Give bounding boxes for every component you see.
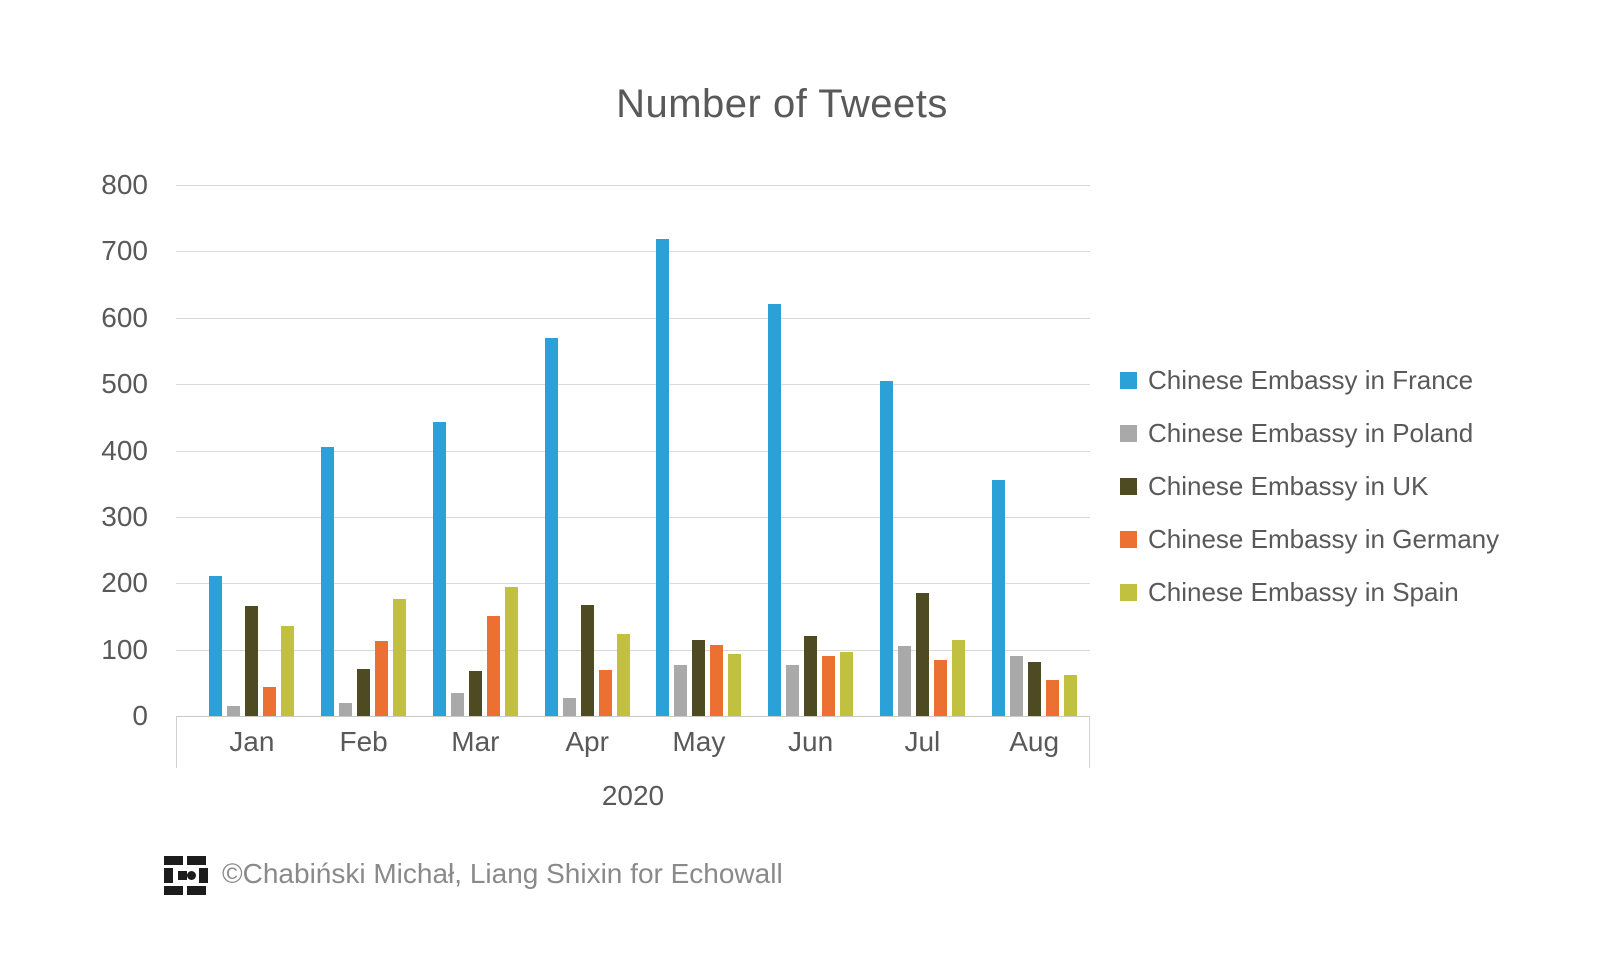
- bars-container: [196, 185, 1090, 716]
- bar: [1045, 680, 1059, 716]
- legend-label: Chinese Embassy in France: [1148, 365, 1474, 395]
- legend-swatch-icon: [1120, 584, 1137, 601]
- bar-group-jul: [867, 185, 979, 716]
- bar: [728, 653, 742, 716]
- legend: Chinese Embassy in France Chinese Embassy…: [1120, 365, 1500, 633]
- legend-swatch-icon: [1120, 372, 1137, 389]
- x-axis-label-aug: Aug: [1009, 726, 1060, 757]
- legend-swatch-icon: [1120, 478, 1137, 495]
- bar: [321, 446, 335, 716]
- bar-group-apr: [531, 185, 643, 716]
- bar: [598, 670, 612, 716]
- bar: [245, 605, 259, 716]
- bar: [951, 639, 965, 716]
- bar: [933, 659, 947, 716]
- bar: [562, 698, 576, 716]
- bar: [840, 652, 854, 716]
- gridline-400: [176, 450, 1090, 452]
- bar-group-jan: [196, 185, 308, 716]
- bar: [393, 599, 407, 716]
- gridline-300: [176, 516, 1090, 518]
- echowall-logo-icon: [164, 856, 208, 895]
- gridline-800: [176, 185, 1090, 186]
- gridline-200: [176, 583, 1090, 585]
- bar-group-aug: [978, 185, 1090, 716]
- gridline-600: [176, 317, 1090, 319]
- legend-item: Chinese Embassy in Spain: [1120, 577, 1499, 607]
- bar: [991, 480, 1005, 716]
- x-axis-label-feb: Feb: [339, 726, 388, 757]
- bar-group-may: [643, 185, 755, 716]
- y-tick-label: 200: [101, 567, 148, 599]
- legend-label: Chinese Embassy in Spain: [1148, 577, 1459, 607]
- bar: [616, 634, 630, 716]
- bar: [450, 692, 464, 716]
- bar: [786, 664, 800, 716]
- y-tick-label: 500: [101, 368, 148, 400]
- bar: [468, 670, 482, 716]
- gridline-500: [176, 384, 1090, 386]
- year-label: 2020: [601, 780, 665, 811]
- x-axis-label-mar: Mar: [451, 726, 500, 757]
- credit-text: ©Chabiński Michał, Liang Shixin for Echo…: [222, 858, 783, 889]
- x-axis-label-jul: Jul: [904, 726, 941, 757]
- y-tick-label: 300: [101, 500, 148, 532]
- bar: [432, 421, 446, 716]
- bar: [692, 640, 706, 716]
- bar-group-feb: [308, 185, 420, 716]
- legend-item: Chinese Embassy in Germany: [1120, 524, 1500, 554]
- bar-group-jun: [755, 185, 867, 716]
- bar: [656, 239, 670, 716]
- bar: [1027, 662, 1041, 716]
- bar: [209, 575, 223, 716]
- x-axis-labels: Jan Feb Mar Apr May Jun Jul Aug: [196, 726, 1090, 758]
- bar: [263, 687, 277, 716]
- y-tick-label: 600: [101, 301, 148, 333]
- bar: [281, 626, 295, 716]
- bar: [339, 703, 353, 716]
- bar: [915, 592, 929, 716]
- legend-item: Chinese Embassy in Poland: [1120, 418, 1499, 448]
- bar: [879, 380, 893, 716]
- bar: [710, 644, 724, 716]
- y-tick-label: 700: [101, 235, 148, 267]
- category-axis-band: [176, 716, 1090, 768]
- legend-item: Chinese Embassy in France: [1120, 365, 1499, 395]
- legend-swatch-icon: [1120, 425, 1137, 442]
- bar: [227, 706, 241, 716]
- y-tick-label: 100: [101, 633, 148, 665]
- bar: [822, 656, 836, 716]
- bar: [486, 616, 500, 716]
- y-tick-label: 800: [101, 169, 148, 200]
- legend-swatch-icon: [1120, 531, 1137, 548]
- bar: [1063, 674, 1077, 716]
- bar: [544, 337, 558, 716]
- bar: [1009, 655, 1023, 716]
- bar: [674, 664, 688, 716]
- x-axis-label-apr: Apr: [565, 726, 609, 757]
- bar: [375, 641, 389, 716]
- bar: [357, 668, 371, 716]
- y-tick-label: 0: [132, 700, 148, 731]
- x-axis-label-may: May: [672, 726, 726, 757]
- bar-group-mar: [420, 185, 532, 716]
- x-axis-label-jan: Jan: [229, 726, 275, 757]
- legend-label: Chinese Embassy in UK: [1148, 471, 1429, 501]
- bar: [768, 303, 782, 716]
- bar: [897, 645, 911, 716]
- gridline-100: [176, 649, 1090, 651]
- gridline-700: [176, 251, 1090, 253]
- y-tick-label: 400: [101, 434, 148, 466]
- x-axis-label-jun: Jun: [788, 726, 834, 757]
- bar: [504, 587, 518, 716]
- bar: [580, 604, 594, 716]
- bar: [804, 636, 818, 716]
- legend-item: Chinese Embassy in UK: [1120, 471, 1499, 501]
- footer: ©Chabiński Michał, Liang Shixin for Echo…: [163, 851, 783, 897]
- chart-title: Number of Tweets: [616, 82, 948, 126]
- legend-label: Chinese Embassy in Germany: [1148, 524, 1500, 554]
- legend-label: Chinese Embassy in Poland: [1148, 418, 1474, 448]
- y-axis: 0 100 200 300 400 500 600 700 800: [58, 171, 148, 730]
